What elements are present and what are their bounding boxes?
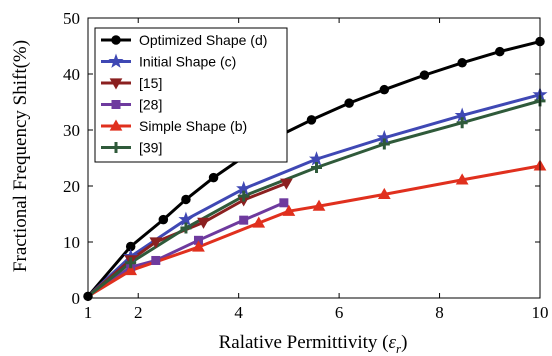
y-tick-label: 0 — [72, 289, 81, 308]
data-point-s0-10 — [419, 70, 430, 80]
y-axis-title: Fractional Frequency Shift(%) — [10, 40, 31, 272]
legend-item: [15] — [101, 75, 162, 91]
legend-marker — [109, 119, 123, 131]
data-point-s5-3 — [238, 190, 250, 202]
data-point-s0-11 — [457, 58, 467, 68]
data-point-s2-2 — [149, 237, 163, 249]
legend-marker — [110, 142, 122, 153]
y-tick-label: 30 — [63, 121, 80, 140]
x-axis-title: Ralative Permittivity (εr) — [219, 332, 408, 356]
legend-marker — [109, 78, 123, 90]
data-point-s4-2 — [192, 240, 205, 252]
data-point-s4-6 — [377, 187, 391, 200]
legend-label: [15] — [139, 75, 162, 91]
legend-label: Simple Shape (b) — [139, 118, 247, 134]
legend-label: Optimized Shape (d) — [139, 32, 267, 48]
data-point-s4-5 — [312, 199, 326, 211]
series-line-3 — [87, 201, 285, 298]
x-axis-title-prefix: Ralative Permittivity ( — [219, 332, 389, 353]
y-tick-label: 40 — [63, 65, 80, 84]
legend-label: [39] — [139, 140, 162, 156]
data-point-s3-2 — [151, 255, 161, 265]
y-tick-label: 20 — [63, 177, 80, 196]
y-tick-label: 50 — [63, 9, 80, 28]
data-point-s1-2 — [178, 211, 194, 227]
x-axis-title-symbol: ε — [389, 332, 397, 353]
data-point-s4-1 — [124, 264, 138, 276]
legend-item: Simple Shape (b) — [101, 118, 247, 134]
data-point-s0-12 — [495, 46, 505, 57]
series-lines — [86, 40, 541, 298]
legend-item: [39] — [101, 140, 162, 156]
x-tick-label: 2 — [134, 303, 143, 322]
x-tick-label: 6 — [335, 303, 344, 322]
data-point-s5-2 — [180, 222, 192, 234]
data-point-s0-9 — [379, 84, 390, 95]
legend-marker — [111, 100, 121, 109]
data-point-s5-1 — [125, 257, 137, 269]
data-point-s3-5 — [279, 198, 289, 208]
legend-item: [28] — [101, 97, 162, 113]
data-point-s0-3 — [181, 194, 191, 205]
x-axis-title-subscript: r — [396, 341, 402, 356]
axes: 1 2 4 6 8 10 0 10 20 30 40 50 — [63, 9, 549, 322]
x-tick-label: 10 — [532, 303, 549, 322]
series-line-1 — [86, 93, 541, 298]
legend: Optimized Shape (d) Initial Shape (c) [15]… — [94, 27, 288, 163]
x-axis-title-suffix: ) — [401, 332, 407, 353]
x-tick-label: 4 — [234, 303, 243, 322]
data-point-s5-4 — [311, 162, 323, 174]
data-point-s5-5 — [378, 138, 390, 150]
data-point-s0-2 — [158, 214, 169, 225]
legend-item: Optimized Shape (d) — [101, 32, 267, 48]
data-point-s0-4 — [208, 172, 219, 183]
data-point-s5-6 — [456, 117, 468, 129]
x-tick-label: 1 — [84, 303, 93, 322]
data-point-s1-4 — [308, 151, 325, 166]
data-point-s0-8 — [344, 98, 354, 108]
legend-marker — [108, 53, 124, 68]
data-point-s4-3 — [252, 216, 266, 228]
data-point-s4-4 — [282, 204, 296, 216]
x-tick-label: 8 — [435, 303, 444, 322]
data-point-s0-7 — [306, 115, 317, 125]
legend-item: Initial Shape (c) — [101, 54, 236, 70]
y-tick-label: 10 — [63, 233, 80, 252]
series-line-0 — [86, 40, 541, 298]
data-point-s2-3 — [197, 217, 210, 229]
data-point-s2-5 — [280, 178, 293, 190]
axes-frame — [87, 17, 541, 299]
legend-label: Initial Shape (c) — [139, 54, 236, 70]
legend-label: [28] — [139, 97, 162, 113]
data-point-s3-4 — [239, 215, 249, 225]
legend-marker — [111, 35, 121, 45]
series-line-5 — [87, 99, 541, 298]
data-point-s4-7 — [455, 173, 469, 185]
legend-box — [94, 27, 288, 163]
